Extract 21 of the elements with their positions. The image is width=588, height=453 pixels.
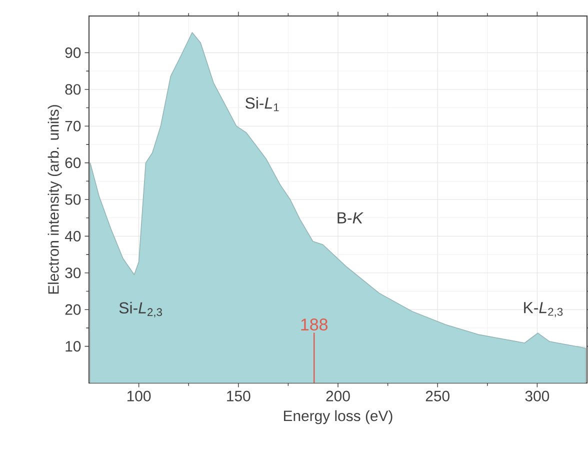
ref-line-label: 188	[301, 318, 328, 331]
x-tick-label: 100	[127, 390, 151, 402]
y-tick-label: 10	[66, 341, 81, 352]
x-tick-label: 200	[326, 390, 350, 402]
y-tick-label: 80	[65, 84, 81, 95]
y-tick-label: 70	[65, 120, 81, 132]
y-tick-label: 60	[65, 158, 81, 168]
annotation: Si-L$_{1}$	[246, 97, 279, 112]
x-tick-label: 150	[227, 390, 250, 402]
annotation: B-K	[338, 212, 364, 224]
y-axis-title: Electron intensity (arb. units)	[48, 105, 62, 294]
x-tick-label: 300	[525, 390, 550, 402]
annotation: K-L$_{2,3}$	[524, 302, 563, 318]
y-tick-label: 50	[65, 194, 81, 205]
x-axis-title: Energy loss (eV)	[284, 410, 392, 424]
y-tick-label: 30	[65, 268, 81, 278]
annotation: Si-L$_{2,3}$	[119, 302, 162, 318]
y-tick-label: 20	[65, 304, 81, 315]
y-tick-label: 90	[65, 47, 81, 58]
x-tick-label: 250	[426, 390, 450, 402]
y-tick-label: 40	[64, 230, 81, 242]
